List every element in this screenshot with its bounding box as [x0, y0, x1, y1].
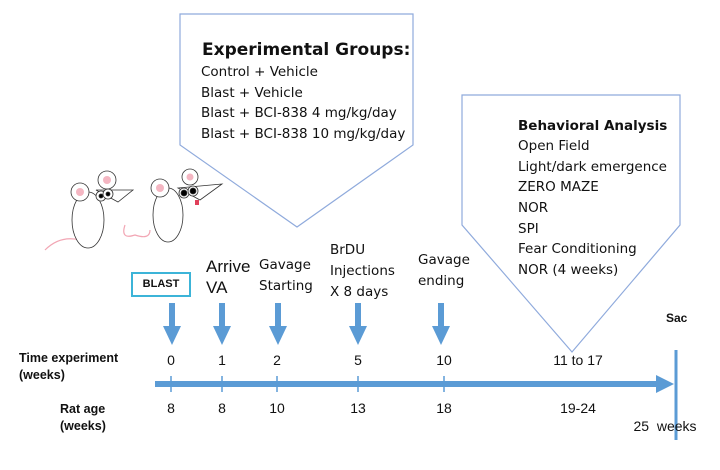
arrive-va-label: Arrive VA [206, 256, 250, 298]
time-value: 2 [273, 352, 281, 368]
label-line: Arrive [206, 257, 251, 276]
label-line: ending [418, 273, 465, 289]
experimental-groups-list: Control + Vehicle Blast + Vehicle Blast … [201, 62, 405, 145]
behavioral-analysis-title: Behavioral Analysis [518, 118, 668, 134]
age-value: 18 [436, 400, 452, 416]
behavior-test-item: ZERO MAZE [518, 179, 599, 196]
label-line: X 8 days [330, 284, 389, 300]
mouse-icon [44, 170, 135, 251]
label-line: (weeks) [19, 368, 65, 382]
experimental-groups-box [179, 13, 414, 228]
label-line: Injections [330, 263, 395, 279]
mouse-icon [123, 168, 224, 243]
time-value: 1 [218, 352, 226, 368]
label-line: Gavage [259, 257, 311, 273]
group-item: Blast + BCI-838 10 mg/kg/day [201, 126, 406, 143]
age-value: 10 [269, 400, 285, 416]
age-value: 8 [167, 400, 175, 416]
behavior-test-item: Light/dark emergence [518, 158, 667, 175]
gavage-ending-label: Gavage ending [418, 250, 470, 292]
behavior-test-item: NOR (4 weeks) [518, 262, 619, 279]
label-line: Gavage [418, 252, 470, 268]
behavior-test-item: SPI [518, 220, 539, 237]
down-arrow-icon [269, 303, 287, 345]
gavage-starting-label: Gavage Starting [259, 255, 313, 297]
group-item: Blast + Vehicle [201, 84, 303, 101]
time-value: 0 [167, 352, 175, 368]
down-arrow-icon [432, 303, 450, 345]
sac-label: Sac [666, 311, 688, 325]
behavioral-analysis-list: Open Field Light/dark emergence ZERO MAZ… [518, 136, 667, 281]
group-item: Blast + BCI-838 4 mg/kg/day [201, 105, 397, 122]
down-arrow-icon [349, 303, 367, 345]
label-line: Time experiment [19, 351, 119, 365]
behavior-test-item: NOR [518, 200, 549, 217]
down-arrow-icon [213, 303, 231, 345]
group-item: Control + Vehicle [201, 64, 318, 80]
age-value: 19-24 [560, 400, 596, 416]
age-value: 13 [350, 400, 366, 416]
label-line: Rat age [60, 402, 106, 416]
behavioral-analysis-box [461, 94, 681, 353]
rat-age-label: Rat age (weeks) [60, 401, 106, 435]
down-arrow-icon [163, 303, 181, 345]
time-experiment-label: Time experiment (weeks) [19, 350, 118, 384]
end-age-value: 25 weeks [633, 418, 697, 434]
blast-event-box: BLAST [131, 272, 191, 297]
label-line: (weeks) [60, 419, 106, 433]
age-value: 8 [218, 400, 226, 416]
label-line: Starting [259, 278, 313, 294]
experimental-groups-title: Experimental Groups: [202, 40, 411, 60]
time-value: 11 to 17 [553, 352, 603, 368]
behavior-test-item: Fear Conditioning [518, 241, 637, 258]
brdu-injections-label: BrDU Injections X 8 days [330, 240, 395, 303]
label-line: BrDU [330, 242, 366, 258]
time-value: 5 [354, 352, 362, 368]
time-value: 10 [436, 352, 452, 368]
label-line: VA [206, 278, 228, 297]
timeline-axis [155, 350, 678, 440]
behavior-test-item: Open Field [518, 138, 590, 154]
